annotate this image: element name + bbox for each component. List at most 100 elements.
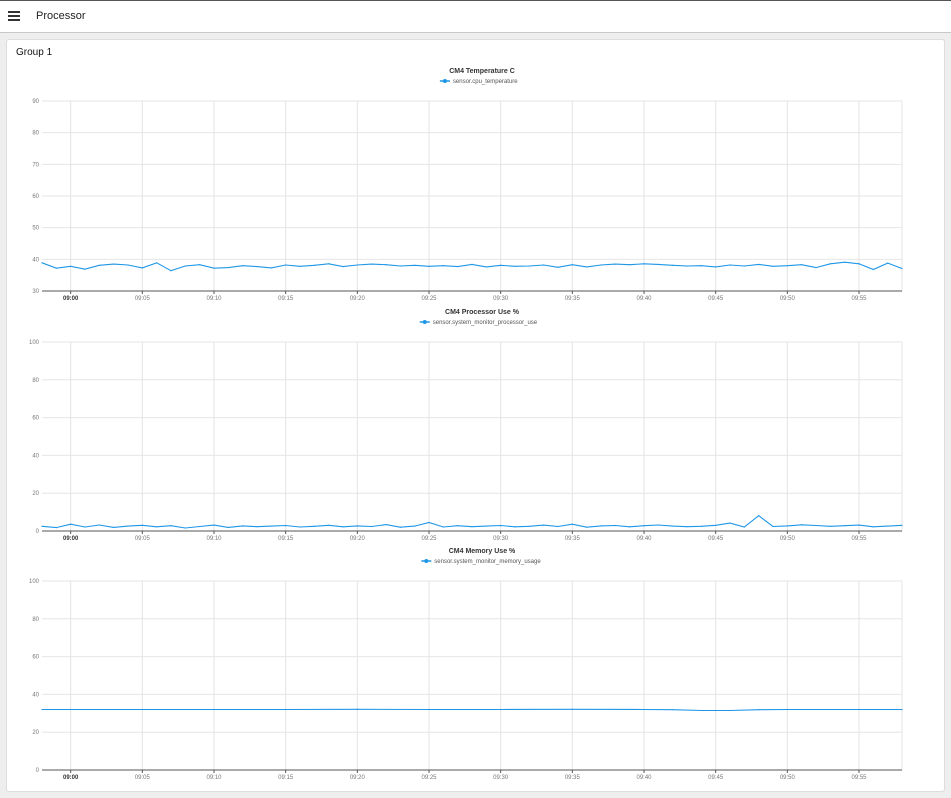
data-point[interactable] (672, 709, 674, 711)
data-point[interactable] (313, 525, 315, 527)
data-point[interactable] (614, 263, 616, 265)
data-point[interactable] (758, 263, 760, 265)
data-point[interactable] (586, 526, 588, 528)
data-point[interactable] (557, 525, 559, 528)
data-point[interactable] (170, 525, 172, 527)
memory-use-chart[interactable]: CM4 Memory Use % sensor.system_monitor_me… (7, 545, 944, 790)
data-point[interactable] (328, 263, 330, 265)
data-point[interactable] (299, 526, 301, 528)
data-point[interactable] (500, 524, 502, 527)
data-point[interactable] (356, 708, 358, 710)
data-point[interactable] (543, 264, 545, 266)
data-point[interactable] (385, 523, 387, 526)
data-point[interactable] (342, 266, 344, 268)
data-point[interactable] (213, 524, 215, 526)
data-point[interactable] (285, 524, 287, 527)
data-point[interactable] (442, 526, 444, 528)
data-point[interactable] (643, 708, 645, 711)
data-point[interactable] (858, 708, 860, 711)
data-point[interactable] (600, 525, 602, 527)
data-point[interactable] (285, 708, 287, 711)
data-point[interactable] (686, 526, 688, 528)
data-point[interactable] (743, 265, 745, 267)
data-point[interactable] (571, 523, 573, 525)
data-point[interactable] (887, 262, 889, 264)
data-point[interactable] (901, 267, 903, 270)
data-point[interactable] (700, 709, 702, 712)
data-point[interactable] (600, 264, 602, 266)
data-point[interactable] (242, 525, 244, 527)
data-point[interactable] (629, 264, 631, 266)
legend-item[interactable]: sensor.system_monitor_processor_use (419, 320, 538, 326)
data-point[interactable] (829, 263, 831, 265)
data-point[interactable] (514, 526, 516, 528)
data-point[interactable] (571, 708, 573, 710)
data-point[interactable] (199, 525, 201, 528)
legend-item[interactable]: sensor.cpu_temperature (439, 79, 518, 85)
data-point[interactable] (141, 267, 143, 269)
data-point[interactable] (657, 524, 659, 526)
data-point[interactable] (901, 708, 903, 711)
data-point[interactable] (342, 526, 344, 528)
data-point[interactable] (199, 264, 201, 266)
data-point[interactable] (772, 265, 774, 267)
data-point[interactable] (528, 525, 530, 527)
data-point[interactable] (672, 525, 674, 527)
data-point[interactable] (270, 525, 272, 527)
data-point[interactable] (371, 525, 373, 528)
data-point[interactable] (399, 526, 401, 528)
legend-item[interactable]: sensor.system_monitor_memory_usage (421, 559, 541, 565)
data-point[interactable] (41, 708, 43, 711)
data-point[interactable] (614, 524, 616, 527)
data-point[interactable] (786, 525, 788, 527)
data-point[interactable] (872, 526, 874, 528)
data-point[interactable] (127, 525, 129, 527)
data-point[interactable] (586, 266, 588, 268)
hamburger-menu-icon[interactable] (8, 11, 20, 23)
data-point[interactable] (801, 524, 803, 526)
data-point[interactable] (184, 265, 186, 267)
data-point[interactable] (170, 270, 172, 272)
data-point[interactable] (113, 526, 115, 529)
data-point[interactable] (70, 265, 72, 267)
data-point[interactable] (729, 522, 731, 524)
data-point[interactable] (113, 263, 115, 265)
data-point[interactable] (227, 526, 229, 529)
data-point[interactable] (184, 527, 186, 529)
data-point[interactable] (500, 708, 502, 711)
data-point[interactable] (758, 709, 760, 711)
data-point[interactable] (571, 264, 573, 266)
data-point[interactable] (500, 264, 502, 266)
data-point[interactable] (41, 525, 43, 527)
data-point[interactable] (414, 264, 416, 266)
data-point[interactable] (156, 262, 158, 264)
data-point[interactable] (285, 264, 287, 266)
data-point[interactable] (399, 265, 401, 267)
data-point[interactable] (758, 515, 760, 517)
data-point[interactable] (385, 264, 387, 266)
data-point[interactable] (256, 266, 258, 268)
data-point[interactable] (858, 524, 860, 526)
data-point[interactable] (715, 266, 717, 268)
data-point[interactable] (156, 526, 158, 528)
data-point[interactable] (743, 526, 745, 528)
data-point[interactable] (428, 521, 430, 524)
data-point[interactable] (629, 526, 631, 528)
data-point[interactable] (528, 265, 530, 267)
data-point[interactable] (844, 525, 846, 527)
data-point[interactable] (442, 265, 444, 267)
data-point[interactable] (141, 708, 143, 711)
processor-use-chart[interactable]: CM4 Processor Use % sensor.system_monitor… (7, 306, 944, 546)
data-point[interactable] (55, 526, 57, 529)
data-point[interactable] (514, 265, 516, 267)
series-line[interactable] (42, 708, 902, 712)
data-point[interactable] (643, 525, 645, 527)
data-point[interactable] (772, 525, 774, 528)
data-point[interactable] (786, 708, 788, 711)
data-point[interactable] (141, 524, 143, 526)
data-point[interactable] (815, 266, 817, 269)
data-point[interactable] (84, 526, 86, 528)
data-point[interactable] (729, 709, 731, 712)
data-point[interactable] (428, 708, 430, 711)
data-point[interactable] (471, 526, 473, 528)
